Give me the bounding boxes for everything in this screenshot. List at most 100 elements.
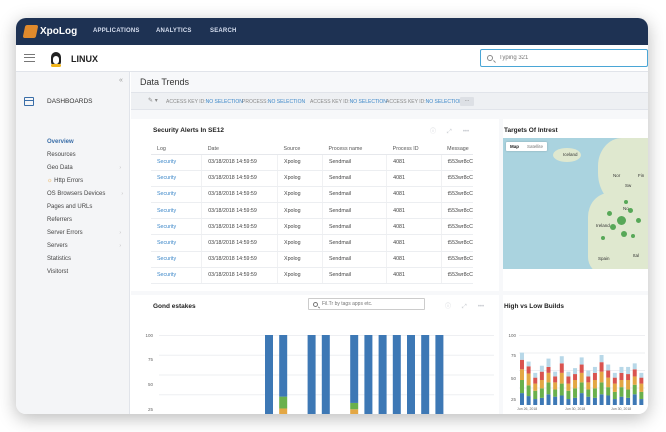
column-header[interactable]: Message [441,144,473,155]
table-cell: Xpolog [277,202,323,220]
expand-icon[interactable]: ⤢ [462,304,467,310]
map-marker[interactable] [601,236,605,240]
table-row[interactable]: Security 03/18/2018 14:59:59 Xpolog Sendmai… [151,202,473,220]
table-cell[interactable]: Security [151,234,202,252]
table-cell: t553wr8cC [440,234,473,252]
table-row[interactable]: Security 03/18/2018 14:59:59 Xpolog Sendmai… [151,267,473,285]
table-row[interactable]: Security 03/18/2018 14:59:59 Xpolog Sendmai… [151,170,473,187]
collapse-sidebar-icon[interactable]: « [119,77,123,84]
search-icon [313,301,318,307]
column-header[interactable]: Log [151,144,202,155]
search-input[interactable] [499,55,639,61]
bar-segment [586,376,591,383]
table-cell[interactable]: Security [151,267,202,285]
sidebar-item-geo-data[interactable]: Geo Data › [47,165,125,171]
sidebar-item-os-browsers-devices[interactable]: OS Browsers Devices › [47,191,127,197]
more-icon[interactable]: ••• [462,129,470,135]
expand-icon[interactable]: ⤢ [447,129,452,135]
nav-applications[interactable]: APPLICATIONS [93,28,140,34]
sidebar-item-pages-urls[interactable]: Pages and URLs [47,204,93,210]
table-row[interactable]: Security 03/18/2018 14:59:59 Xpolog Sendmai… [151,234,473,252]
column-header[interactable]: Source [277,144,323,155]
map-marker[interactable] [624,200,628,204]
dashboard-icon [24,96,34,106]
bar-segment [559,363,564,373]
more-filters-button[interactable]: ... [460,97,474,106]
map-marker[interactable] [610,224,616,230]
bar-segment [350,335,359,403]
table-cell: Xpolog [277,186,323,204]
bar-segment [546,372,551,383]
table-cell: 03/18/2018 14:59:59 [201,170,278,187]
bar-segment [592,380,597,389]
bar-segment [559,395,564,405]
table-cell[interactable]: Security [151,218,202,236]
global-search[interactable] [480,49,648,67]
filter-process[interactable]: PROCESS:NO SELECTION [242,99,306,105]
chart-filter[interactable] [308,298,425,310]
nav-search[interactable]: SEARCH [210,28,237,34]
table-cell[interactable]: Security [151,251,202,268]
menu-icon[interactable] [24,54,35,62]
filter-access-key-1[interactable]: ACCESS KEY ID:NO SELECTION [166,99,243,105]
map-marker[interactable] [628,208,633,213]
filter-access-key-2[interactable]: ACCESS KEY ID:NO SELECTION [310,99,387,105]
sidebar-item-servers[interactable]: Servers › [47,243,125,249]
bar-segment [421,335,430,414]
table-cell[interactable]: Security [151,154,202,171]
sidebar-item-resources[interactable]: Resources [47,152,76,158]
edit-filters-icon[interactable]: ✎ ▾ [148,98,158,104]
item-arrow-icon: › [121,191,123,197]
more-icon[interactable]: ••• [477,304,485,310]
table-cell[interactable]: Security [151,186,202,204]
bar-segment [639,377,644,384]
map-marker[interactable] [617,216,626,225]
map-label: Ital [633,253,640,258]
table-row[interactable]: Security 03/18/2018 14:59:59 Xpolog Sendmai… [151,251,473,268]
bar-segment [579,382,584,394]
map-marker[interactable] [607,211,612,216]
xpolog-logo[interactable]: XpoLog [22,24,77,39]
sidebar-section-dashboards[interactable]: DASHBOARDS [16,92,130,110]
sidebar-item-referrers[interactable]: Referrers [47,217,73,223]
sidebar-item-visitors[interactable]: Visitorst [47,269,69,275]
map-marker[interactable] [636,218,641,223]
table-cell[interactable]: Security [151,170,202,187]
nav-analytics[interactable]: ANALYTICS [156,28,192,34]
map-marker[interactable] [621,231,627,237]
filter-access-key-3[interactable]: ACCESS KEY ID:NO SELECTION [386,99,463,105]
world-map[interactable]: Map Satellite Iceland Ireland Spain Fin … [503,138,648,269]
sidebar-item-http-errors[interactable]: ☼ Http Errors [47,178,83,184]
table-row[interactable]: Security 03/18/2018 14:59:59 Xpolog Sendmai… [151,218,473,236]
bar-segment [546,394,551,405]
map-type-toggle[interactable]: Map Satellite [506,142,548,151]
sidebar-item-server-errors[interactable]: Server Errors › [47,230,125,236]
map-toggle-satellite[interactable]: Satellite [527,144,544,149]
bar-segment [533,399,538,405]
info-icon[interactable]: ⓘ [445,304,452,310]
table-cell[interactable]: Security [151,202,202,220]
sidebar-item-statistics[interactable]: Statistics [47,256,72,262]
bar-segment [592,366,597,373]
column-header[interactable]: Date [201,144,278,155]
info-icon[interactable]: ⓘ [430,129,437,135]
bar-segment [632,394,637,405]
bar-segment [520,393,524,405]
map-toggle-map[interactable]: Map [510,144,519,149]
chart-filter-input[interactable] [322,301,422,307]
bar-segment [553,376,558,383]
sidebar-item-overview[interactable]: Overview [47,139,74,145]
column-header[interactable]: Process name [322,144,387,155]
table-cell: 4081 [386,186,442,204]
table-row[interactable]: Security 03/18/2018 14:59:59 Xpolog Sendmai… [151,186,473,204]
table-row[interactable]: Security 03/18/2018 14:59:59 Xpolog Sendmai… [151,154,473,171]
sidebar-item-label: Server Errors [47,230,83,236]
bar-segment [599,355,604,363]
map-marker[interactable] [631,234,635,238]
bar-segment [619,372,624,381]
sidebar-item-label: Geo Data [47,165,73,171]
bar-segment [626,380,631,390]
bar-segment [573,380,578,389]
column-header[interactable]: Process ID [386,144,442,155]
table-cell: 4081 [386,170,442,187]
